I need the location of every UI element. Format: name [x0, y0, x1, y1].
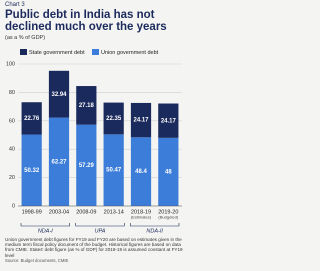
x-tick-label: 1998-99: [22, 209, 42, 215]
x-tick-label: 2008-09: [76, 209, 96, 215]
y-tick-label: 60: [9, 118, 15, 124]
legend-label: Union government debt: [101, 50, 159, 56]
legend-swatch: [20, 49, 27, 55]
period-bracket: [130, 223, 180, 227]
page: Chart 3 Public debt in India has not dec…: [5, 2, 183, 263]
header: Chart 3 Public debt in India has not dec…: [5, 2, 183, 41]
footnote-block: Union government debt figures for FY19 a…: [5, 237, 183, 263]
y-tick-label: 40: [9, 147, 15, 153]
x-tick-label: 2003-04: [49, 209, 69, 215]
period-bracket: [75, 223, 125, 227]
bar-segment: [130, 137, 152, 206]
x-tick-note: (Budgeted): [158, 215, 178, 220]
y-tick-label: 20: [9, 175, 15, 181]
value-label: 50.32: [24, 168, 40, 174]
bar-segment: [130, 102, 152, 138]
x-tick-label: 2019-20: [158, 209, 178, 215]
chart-title: Public debt in India has not declined mu…: [5, 9, 167, 33]
y-tick-label: 80: [9, 90, 15, 96]
value-label: 24.17: [161, 118, 177, 124]
bar-segment: [76, 86, 97, 125]
bar-segment: [48, 70, 70, 118]
bar-segment: [76, 124, 97, 206]
bar-segment: [21, 134, 42, 206]
value-label: 32.94: [51, 92, 67, 98]
x-tick-label: 2013-14: [104, 209, 124, 215]
period-label: NDA-I: [38, 228, 53, 234]
bar-segment: [103, 134, 124, 206]
y-tick-label: 100: [6, 61, 15, 67]
chart: State government debt Union government de…: [6, 49, 182, 234]
period-label: UPA: [95, 228, 106, 234]
bar-segment: [21, 102, 42, 135]
chart-label: Chart 3: [5, 2, 25, 8]
bar-segment: [48, 117, 70, 206]
source: Source: Budget documents, CMIE: [5, 257, 69, 263]
x-tick-note: (Estimates): [131, 215, 152, 220]
legend-label: State government debt: [29, 50, 85, 56]
bar-segment: [103, 102, 124, 135]
chart-subtitle: (as a % of GDP): [5, 35, 46, 41]
period-label: NDA-II: [146, 228, 163, 234]
value-label: 48: [165, 169, 172, 175]
y-tick-label: 0: [12, 203, 15, 209]
value-label: 27.18: [79, 103, 95, 109]
value-label: 48.4: [135, 169, 147, 175]
legend-swatch: [92, 49, 99, 55]
bar-segment: [158, 103, 179, 138]
footnote: Union government debt figures for FY19 a…: [5, 237, 183, 258]
value-label: 24.17: [133, 118, 149, 124]
period-bracket: [20, 223, 70, 227]
value-label: 62.27: [51, 159, 67, 165]
bar-segment: [158, 137, 179, 206]
value-label: 22.35: [106, 116, 122, 122]
value-label: 57.29: [79, 163, 95, 169]
value-label: 50.47: [106, 168, 122, 174]
x-tick-label: 2018-19: [131, 209, 151, 215]
value-label: 22.76: [24, 116, 40, 122]
